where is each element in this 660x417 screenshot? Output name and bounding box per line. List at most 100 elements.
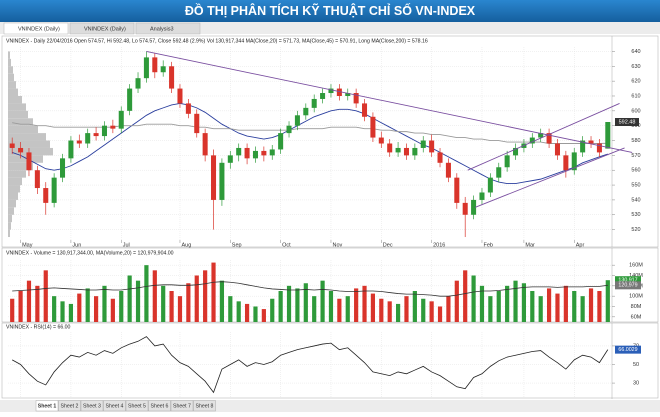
volume-bar: [429, 301, 434, 322]
x-tick-label: Jun: [72, 242, 81, 248]
volume-profile-bar: [8, 162, 33, 171]
candle-body: [18, 147, 24, 153]
volume-bar: [479, 285, 485, 322]
sheet-tab[interactable]: [58, 400, 81, 412]
sheet-label[interactable]: Sheet 2: [61, 403, 79, 409]
x-tick-label: Aug: [181, 242, 191, 248]
volume-bar: [211, 262, 216, 322]
candle-body: [420, 140, 426, 148]
sheet-label[interactable]: Sheet 4: [106, 403, 124, 409]
rsi-box: [615, 345, 641, 354]
candle-body: [588, 140, 594, 144]
candle-body: [320, 93, 326, 99]
candle-body: [85, 133, 91, 144]
y-tick-label: 60M: [631, 314, 642, 320]
sheet-tab[interactable]: [193, 400, 216, 412]
volume-profile-bar: [8, 51, 10, 59]
volume-bar: [404, 296, 409, 322]
volume-bar: [35, 285, 40, 322]
candle-body: [194, 113, 200, 134]
volume-bar: [102, 285, 107, 322]
sheet-label[interactable]: Sheet 3: [83, 403, 101, 409]
volume-bar: [471, 275, 476, 322]
candle-body: [437, 152, 443, 163]
volume-bar: [555, 293, 560, 322]
volume-profile-bar: [8, 81, 16, 89]
sheet-tab[interactable]: [148, 400, 171, 412]
line-series: [12, 281, 608, 297]
candle-body: [328, 88, 334, 94]
candle-body: [93, 133, 99, 137]
candle-body: [68, 140, 74, 159]
last-price-label: 592.48: [619, 119, 636, 125]
volume-bar: [546, 288, 552, 322]
sheet-label[interactable]: Sheet 7: [173, 403, 191, 409]
volume-bar: [236, 301, 241, 322]
sheet-tab[interactable]: [125, 400, 149, 412]
volume-bar: [135, 280, 141, 322]
volume-profile-bar: [8, 103, 26, 111]
x-tick-label: Oct: [282, 242, 291, 248]
volume-bar: [144, 265, 149, 322]
sheet-tab[interactable]: [80, 400, 104, 412]
y-tick-label: 160M: [629, 263, 643, 269]
volume-bar: [85, 288, 90, 322]
sheet-tab[interactable]: [103, 400, 126, 412]
tab-label[interactable]: VNINDEX (Daily): [84, 26, 126, 32]
tab-label[interactable]: Analysis3: [150, 26, 174, 32]
candle-body: [202, 133, 208, 156]
sheet-label[interactable]: Sheet 1: [38, 403, 57, 409]
candle-body: [336, 88, 342, 96]
volume-bar: [337, 298, 342, 322]
panel-frame: [1, 322, 659, 399]
plot-area: VNINDEX - Daily 22/04/2016 Open 574.57, …: [1, 35, 659, 399]
volume-bar: [119, 291, 124, 322]
candle-body: [403, 147, 409, 156]
volume-bar: [530, 291, 535, 322]
candle-body: [143, 57, 149, 79]
volume-bar: [362, 285, 367, 322]
sheet-tab[interactable]: [170, 400, 194, 412]
volume-bar: [513, 280, 518, 322]
candle-body: [378, 137, 384, 144]
y-tick-label: 520: [631, 227, 640, 233]
candle-body: [227, 155, 233, 163]
candle-body: [546, 133, 552, 144]
volume-bar: [152, 270, 157, 322]
tab[interactable]: [3, 22, 69, 35]
candle-body: [580, 140, 586, 153]
volume-bar: [412, 291, 417, 322]
volume-bar: [295, 288, 300, 322]
candle-body: [513, 147, 519, 156]
volume-bar: [177, 296, 183, 322]
x-tick-label: 2016: [433, 242, 445, 248]
volume-bar: [580, 296, 585, 322]
volume-profile-bar: [8, 125, 38, 134]
volume-bar: [421, 298, 426, 322]
volume-bar: [320, 280, 325, 322]
x-tick-label: Apr: [576, 242, 585, 248]
volume-bar: [488, 296, 493, 322]
candle-body: [26, 152, 32, 171]
volume-bar: [588, 288, 594, 322]
candle-body: [303, 107, 309, 116]
candle-body: [160, 66, 166, 73]
tab-label[interactable]: VNINDEX (Daily): [18, 26, 60, 32]
sheet-tab[interactable]: [35, 400, 59, 412]
y-tick-label: 610: [631, 93, 640, 99]
sheet-label[interactable]: Sheet 8: [196, 403, 214, 409]
volume-bar: [203, 270, 208, 322]
sheet-label[interactable]: Sheet 5: [128, 403, 146, 409]
rsi-label: 66.0029: [618, 347, 637, 353]
y-tick-label: 640: [631, 49, 640, 55]
volume-profile-bar: [8, 185, 20, 193]
tab[interactable]: [135, 22, 201, 35]
tab[interactable]: [69, 22, 135, 35]
volume-bar: [370, 293, 376, 322]
volume-profile-bar: [8, 207, 14, 215]
volume-bar: [278, 291, 283, 322]
candle-body: [152, 57, 158, 73]
tabs: VNINDEX (Daily) VNINDEX (Daily) Analysis3: [3, 22, 201, 35]
sheet-label[interactable]: Sheet 6: [151, 403, 169, 409]
panel-frame: [1, 35, 659, 248]
